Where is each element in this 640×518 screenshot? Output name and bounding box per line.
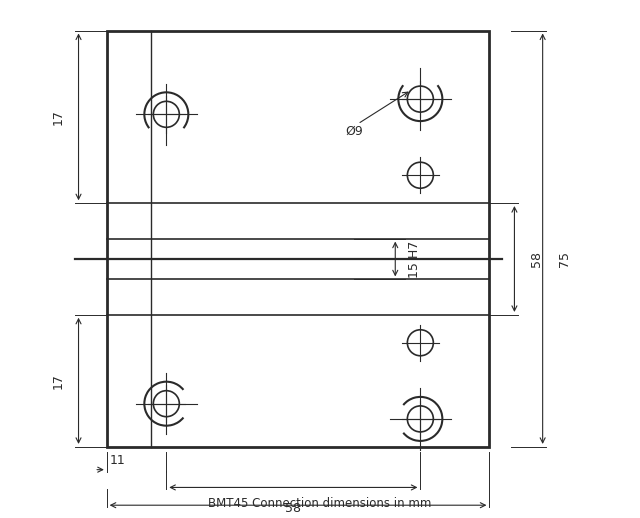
Text: 17: 17 <box>52 109 65 125</box>
Text: Ø9: Ø9 <box>345 125 363 138</box>
Text: 58: 58 <box>530 251 543 267</box>
Text: BMT45 Connection dimensions in mm: BMT45 Connection dimensions in mm <box>208 497 432 510</box>
Text: 75: 75 <box>558 251 571 267</box>
Text: 11: 11 <box>110 454 125 467</box>
Text: 17: 17 <box>52 373 65 389</box>
Text: 58: 58 <box>285 501 301 515</box>
Text: 15 H7: 15 H7 <box>408 240 420 278</box>
Bar <box>107 31 490 447</box>
